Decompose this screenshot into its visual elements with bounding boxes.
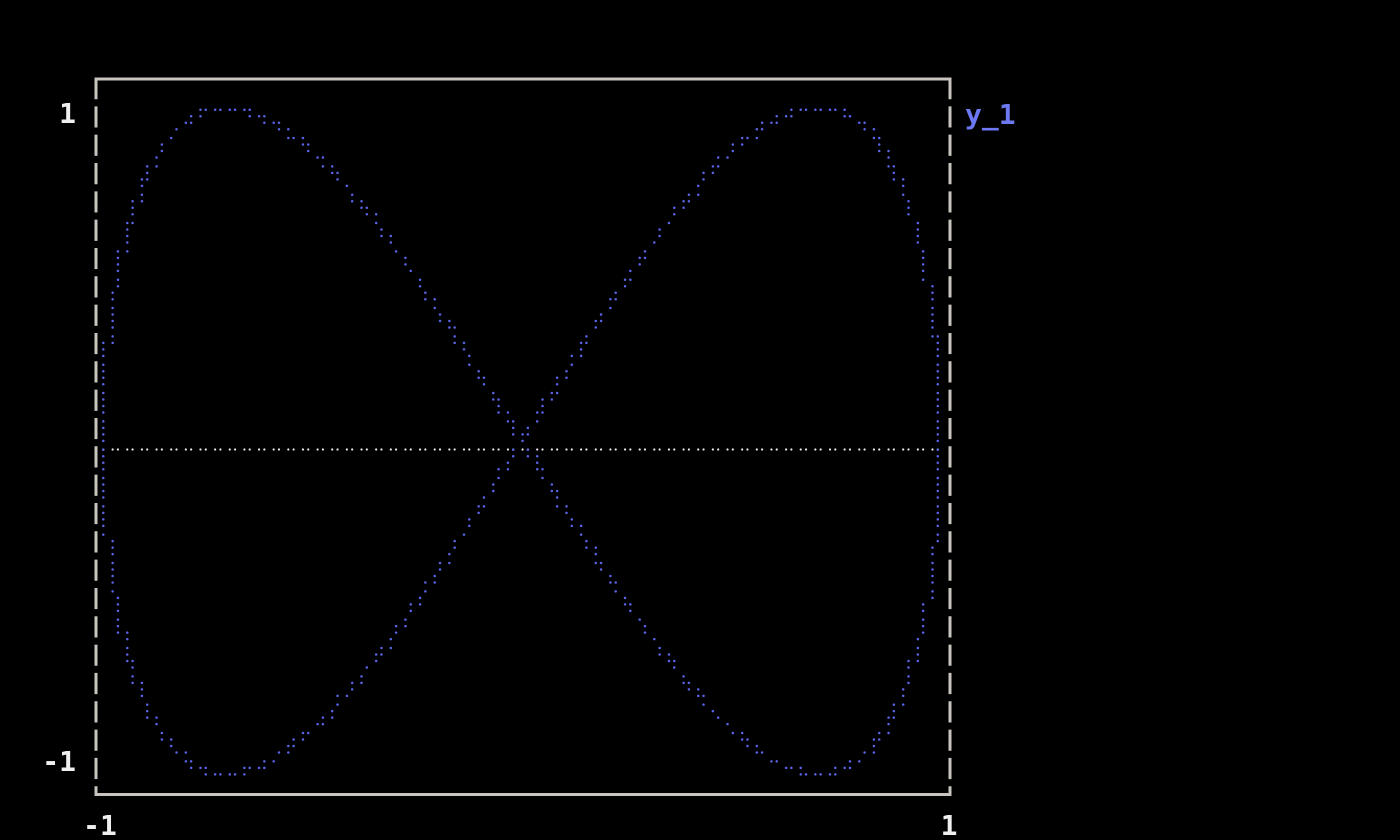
y-axis-max-tick-label: 1: [59, 97, 76, 130]
y-axis-min-tick-label: -1: [42, 745, 76, 778]
x-axis-min-tick-label: -1: [83, 809, 117, 840]
legend-series-label: y_1: [965, 98, 1016, 131]
x-axis-max-tick-label: 1: [940, 809, 958, 840]
